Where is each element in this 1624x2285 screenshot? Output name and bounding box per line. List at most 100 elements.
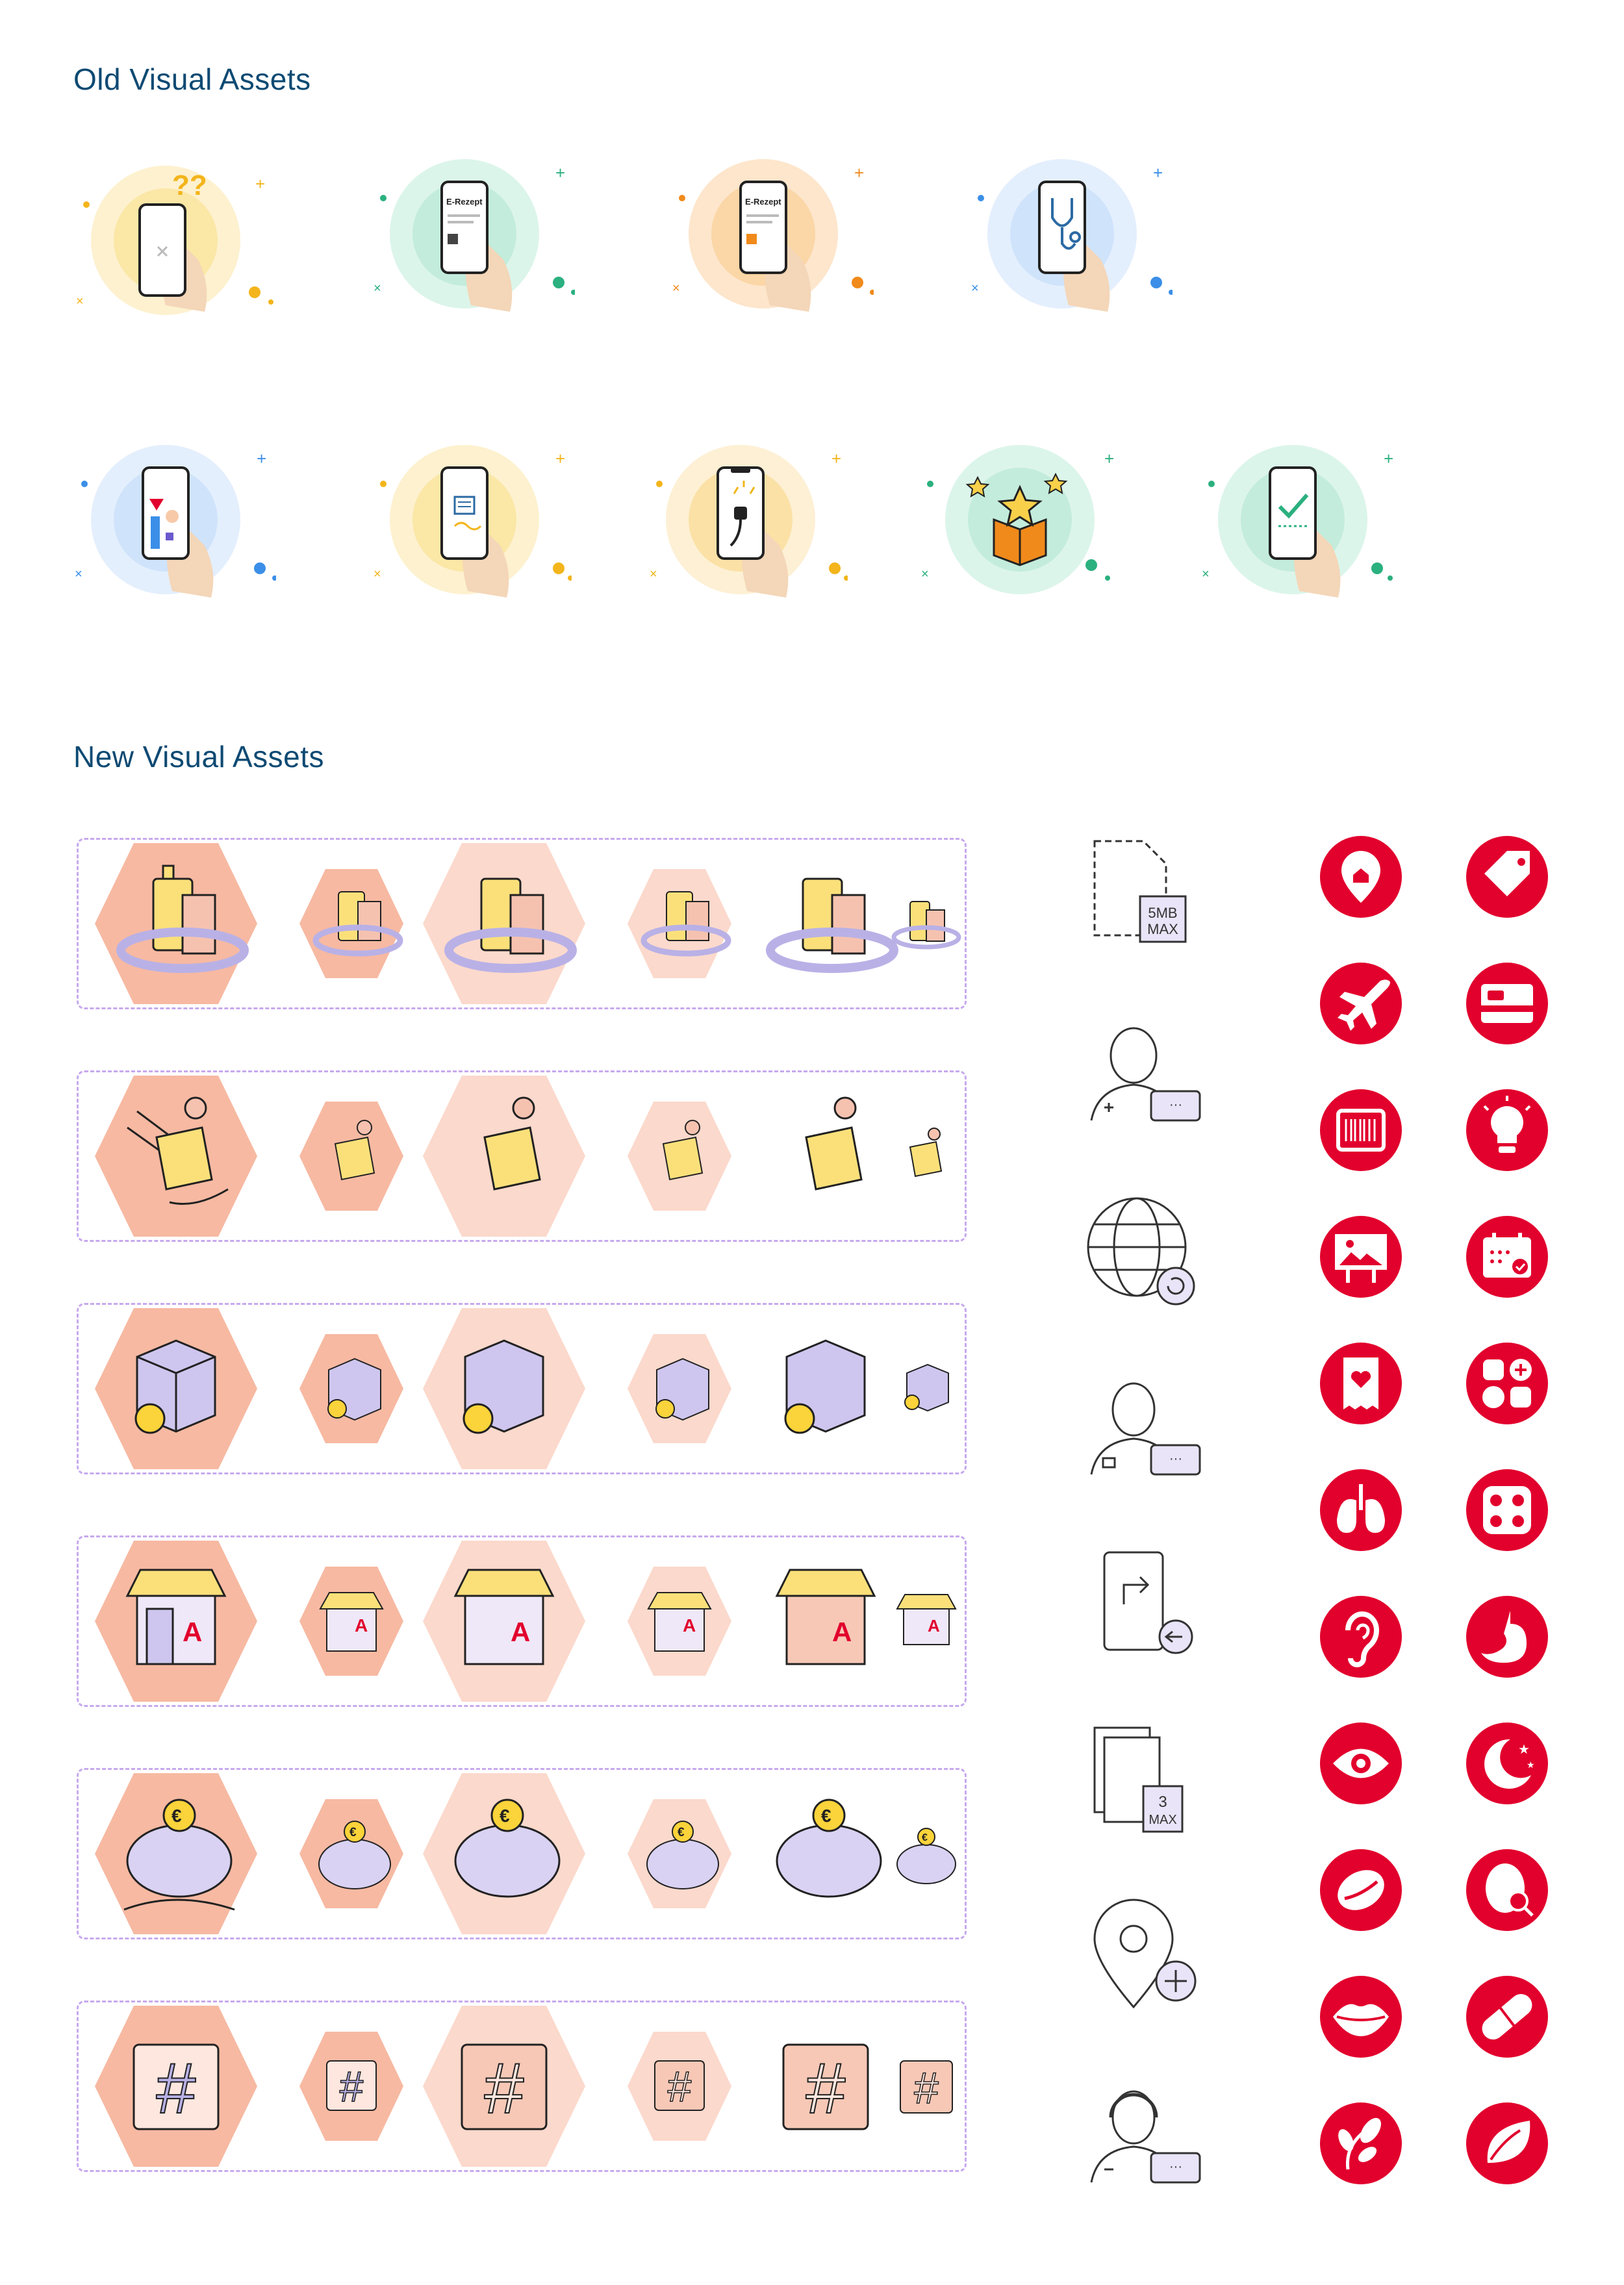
- phone-news-icon: + ×: [364, 442, 572, 611]
- return-box-icon-soft-small: [595, 1305, 764, 1472]
- euro-symbol: €: [922, 1832, 928, 1843]
- svg-text:×: ×: [672, 281, 680, 296]
- hashtag-icon-plain: #: [741, 2002, 910, 2170]
- old-assets-title: Old Visual Assets: [73, 62, 311, 96]
- svg-text:···: ···: [1169, 1098, 1182, 1112]
- hands-package-icon-soft: [420, 1072, 589, 1240]
- hands-package-icon-plain-small: [887, 1072, 965, 1240]
- phone-transfer-icon: [1078, 1539, 1208, 1669]
- moon-stars-icon: ★ ★: [1465, 1721, 1549, 1806]
- apps-grid-icon: [1465, 1341, 1549, 1426]
- piggy-bank-euro-icon-plain-small: €: [887, 1770, 965, 1938]
- hands-package-icon-plain: [741, 1072, 910, 1240]
- return-box-icon-soft: [420, 1305, 589, 1472]
- svg-text:??: ??: [172, 170, 207, 201]
- svg-text:×: ×: [76, 294, 84, 309]
- phone-e-rezept-orange-icon: E-Rezept + ×: [666, 156, 874, 325]
- files-max-line2: MAX: [1148, 1813, 1176, 1827]
- svg-text:···: ···: [1169, 1452, 1182, 1466]
- lungs-icon: [1319, 1468, 1403, 1552]
- face-magnifier-icon: [1465, 1848, 1549, 1932]
- pharmacist-chat-icon: ···: [1078, 1364, 1208, 1494]
- products-ring-row: [77, 838, 967, 1009]
- products-ring-icon-soft-small: [595, 840, 764, 1007]
- products-ring-icon-plain: [741, 840, 910, 1007]
- return-box-icon: [92, 1305, 260, 1472]
- svg-text:+: +: [555, 163, 565, 183]
- phone-check-icon: + ×: [1195, 442, 1403, 611]
- hashtag-icon-plain-small: #: [887, 2002, 965, 2170]
- stomach-icon: [1465, 1595, 1549, 1679]
- hands-package-icon-small: [267, 1072, 436, 1240]
- pharmacy-letter: A: [355, 1615, 368, 1635]
- euro-symbol: €: [821, 1806, 831, 1826]
- pharmacy-letter: A: [928, 1616, 940, 1635]
- billboard-image-icon: [1319, 1215, 1403, 1299]
- hashtag-icon-soft: #: [420, 2002, 589, 2170]
- svg-text:★: ★: [1518, 1743, 1530, 1757]
- svg-text:×: ×: [971, 281, 979, 296]
- piggy-bank-euro-icon-soft: €: [420, 1770, 589, 1938]
- pharmacy-store-icon-plain: A: [741, 1537, 910, 1705]
- svg-text:×: ×: [374, 281, 381, 296]
- file-size-icon: 5MB MAX: [1078, 831, 1208, 961]
- pharmacy-letter: A: [832, 1617, 852, 1647]
- eye-icon: [1319, 1721, 1403, 1806]
- phone-chart-icon: + ×: [68, 442, 276, 611]
- airplane-icon: [1319, 961, 1403, 1046]
- svg-text:×: ×: [650, 567, 657, 581]
- piggy-bank-euro-icon-soft-small: €: [595, 1770, 764, 1938]
- svg-text:+: +: [854, 163, 864, 183]
- euro-symbol: €: [500, 1806, 510, 1826]
- gift-box-stars-icon: + ×: [916, 442, 1124, 611]
- pharmacy-store-icon-soft: A: [420, 1537, 589, 1705]
- piggy-bank-euro-icon-small: €: [267, 1770, 436, 1938]
- pharmacy-store-row: A A A A A A: [77, 1535, 967, 1707]
- globe-refresh-icon: [1078, 1189, 1208, 1319]
- svg-text:×: ×: [374, 567, 381, 581]
- svg-text:+: +: [555, 449, 565, 468]
- files-max-line1: 3: [1158, 1793, 1167, 1811]
- lips-icon: [1319, 1975, 1403, 2059]
- barcode-icon: [1319, 1088, 1403, 1172]
- euro-symbol: €: [678, 1826, 685, 1839]
- hashtag-symbol: #: [806, 2049, 845, 2128]
- phone-e-rezept-icon: E-Rezept + ×: [367, 156, 575, 325]
- hashtag-symbol: #: [484, 2049, 524, 2128]
- hashtag-icon-small: #: [267, 2002, 436, 2170]
- piggy-bank-row: € € € € € €: [77, 1768, 967, 1939]
- hashtag-symbol: #: [156, 2049, 196, 2128]
- return-box-icon-small: [267, 1305, 436, 1472]
- phone-stethoscope-icon: + ×: [965, 156, 1173, 325]
- svg-text:×: ×: [921, 567, 929, 581]
- return-box-icon-plain: [741, 1305, 910, 1472]
- coffee-bean-icon: [1319, 1848, 1403, 1932]
- products-ring-icon-soft: [420, 840, 589, 1007]
- piggy-bank-euro-icon-plain: €: [741, 1770, 910, 1938]
- light-bulb-icon: [1465, 1088, 1549, 1172]
- svg-text:+: +: [831, 449, 841, 468]
- svg-text:+: +: [1104, 449, 1114, 468]
- price-tag-icon: [1465, 835, 1549, 919]
- hands-package-icon: [92, 1072, 260, 1240]
- hashtag-icon-soft-small: #: [595, 2002, 764, 2170]
- nurse-chat-icon: ···: [1078, 1010, 1208, 1140]
- svg-text:+: +: [1384, 449, 1393, 468]
- pharmacy-letter: A: [511, 1617, 530, 1647]
- calendar-check-icon: [1465, 1215, 1549, 1299]
- svg-text:×: ×: [1202, 567, 1210, 581]
- hashtag-symbol: #: [668, 2062, 692, 2110]
- file-size-line2: MAX: [1147, 921, 1178, 937]
- svg-text:···: ···: [1169, 2160, 1182, 2174]
- hands-package-row: [77, 1070, 967, 1242]
- e-rezept-label: E-Rezept: [446, 197, 483, 207]
- phone-question-icon: ?? + ×: [68, 156, 276, 325]
- e-rezept-label: E-Rezept: [745, 197, 781, 207]
- products-ring-icon-small: [267, 840, 436, 1007]
- files-max-icon: 3 MAX: [1078, 1715, 1208, 1845]
- leaf-drop-icon: [1465, 2101, 1549, 2186]
- leaves-icon: [1319, 2101, 1403, 2186]
- pharmacy-store-icon-small: A: [267, 1537, 436, 1705]
- euro-symbol: €: [349, 1826, 357, 1839]
- hashtag-symbol: #: [914, 2064, 939, 2113]
